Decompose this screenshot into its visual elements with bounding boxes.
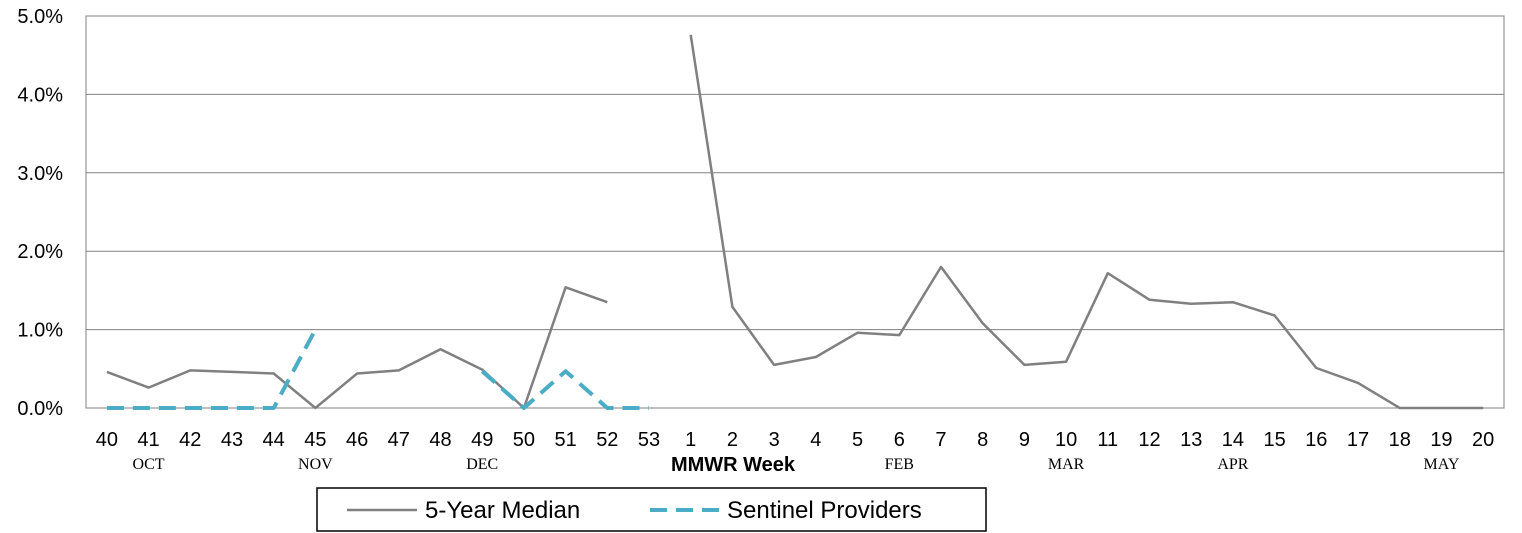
x-tick-label: 52 bbox=[596, 429, 618, 451]
x-tick-label: 13 bbox=[1180, 429, 1202, 451]
x-tick-label: 51 bbox=[554, 429, 576, 451]
x-tick-label: 2 bbox=[727, 429, 738, 451]
x-tick-label: 42 bbox=[179, 429, 201, 451]
month-label: APR bbox=[1217, 456, 1248, 473]
x-tick-label: 11 bbox=[1097, 429, 1118, 451]
x-tick-label: 17 bbox=[1347, 429, 1369, 451]
month-label: OCT bbox=[133, 456, 165, 473]
x-tick-label: 16 bbox=[1305, 429, 1327, 451]
y-tick-label: 1.0% bbox=[17, 320, 63, 342]
x-tick-label: 48 bbox=[429, 429, 451, 451]
x-tick-label: 45 bbox=[304, 429, 326, 451]
legend-label-5-year-median: 5-Year Median bbox=[425, 497, 580, 524]
month-label: MAR bbox=[1048, 456, 1085, 473]
x-tick-label: 46 bbox=[346, 429, 368, 451]
x-tick-label: 1 bbox=[685, 429, 696, 451]
x-tick-label: 18 bbox=[1389, 429, 1411, 451]
series-lines bbox=[106, 34, 1484, 410]
legend-box bbox=[316, 487, 987, 532]
x-tick-label: 50 bbox=[513, 429, 535, 451]
x-tick-label: 5 bbox=[852, 429, 863, 451]
y-tick-label: 2.0% bbox=[17, 241, 63, 263]
x-tick-label: 9 bbox=[1019, 429, 1030, 451]
y-tick-label: 3.0% bbox=[17, 163, 63, 185]
y-axis-ticks: 0.0% 1.0% 2.0% 3.0% 4.0% 5.0% bbox=[17, 6, 63, 420]
x-tick-label: 7 bbox=[935, 429, 946, 451]
month-label: FEB bbox=[885, 456, 914, 473]
x-tick-label: 3 bbox=[769, 429, 780, 451]
x-tick-label: 15 bbox=[1263, 429, 1285, 451]
x-tick-label: 14 bbox=[1222, 429, 1244, 451]
month-labels: OCT NOV DEC FEB MAR APR MAY bbox=[133, 456, 1460, 473]
y-tick-label: 4.0% bbox=[17, 84, 63, 106]
legend: 5-Year Median Sentinel Providers bbox=[316, 487, 987, 532]
x-tick-label: 10 bbox=[1055, 429, 1077, 451]
x-tick-label: 40 bbox=[96, 429, 118, 451]
x-tick-label: 43 bbox=[221, 429, 243, 451]
x-tick-label: 19 bbox=[1430, 429, 1452, 451]
x-tick-label: 4 bbox=[810, 429, 821, 451]
month-label: NOV bbox=[298, 456, 333, 473]
x-tick-label: 49 bbox=[471, 429, 493, 451]
series-line-5-year-median bbox=[106, 34, 1484, 410]
x-tick-label: 44 bbox=[263, 429, 285, 451]
x-tick-label: 41 bbox=[137, 429, 159, 451]
legend-label-sentinel-providers: Sentinel Providers bbox=[727, 497, 922, 524]
plot-area-border bbox=[85, 15, 1505, 409]
x-tick-label: 53 bbox=[638, 429, 660, 451]
x-tick-label: 8 bbox=[977, 429, 988, 451]
grid-lines bbox=[86, 15, 1504, 409]
x-tick-label: 6 bbox=[894, 429, 905, 451]
y-tick-label: 0.0% bbox=[17, 398, 63, 420]
series-line-sentinel-providers bbox=[106, 328, 649, 410]
month-label: MAY bbox=[1424, 456, 1460, 473]
month-label: DEC bbox=[466, 456, 498, 473]
x-tick-label: 12 bbox=[1138, 429, 1160, 451]
y-tick-label: 5.0% bbox=[17, 6, 63, 28]
x-axis-ticks: 40 41 42 43 44 45 46 47 48 49 50 51 52 53 1 2 3 4 5 6 7 8 9 10 1… bbox=[96, 429, 1495, 451]
x-tick-label: 47 bbox=[388, 429, 410, 451]
x-axis-title: MMWR Week bbox=[671, 454, 796, 476]
x-tick-label: 20 bbox=[1472, 429, 1494, 451]
